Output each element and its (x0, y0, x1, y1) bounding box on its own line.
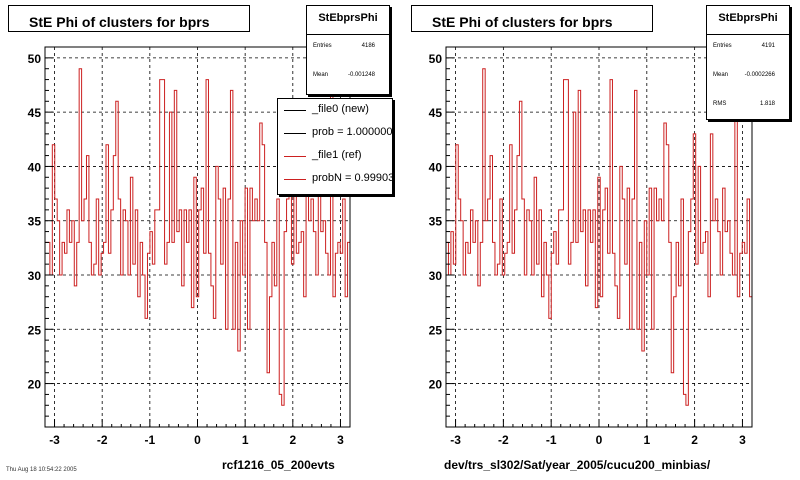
stats-value: -0.001248 (347, 72, 375, 78)
stats-label: RMS (713, 101, 727, 107)
x-tick-label: 2 (289, 433, 296, 447)
x-tick-label: -1 (546, 433, 557, 447)
legend-label: _file0 (new) (312, 103, 369, 115)
legend-label: probN = 0.999032 (312, 172, 393, 184)
x-tick-label: 0 (194, 433, 201, 447)
y-tick-label: 20 (28, 378, 42, 392)
stats-title: StEbprsPhi (707, 6, 789, 35)
legend-box: _file0 (new) prob = 1.000000 _file1 (ref… (277, 98, 393, 195)
legend-entry-prob: prob = 1.000000 (278, 122, 392, 144)
x-tick-label: -2 (498, 433, 509, 447)
footer-timestamp: Thu Aug 18 10:54:22 2005 (6, 467, 77, 473)
y-tick-label: 45 (429, 106, 443, 120)
y-tick-label: 25 (28, 323, 42, 337)
y-tick-label: 35 (28, 215, 42, 229)
stats-value: 4191 (761, 43, 775, 49)
x-tick-label: 3 (739, 433, 746, 447)
legend-entry-file0: _file0 (new) (278, 99, 392, 121)
legend-label: _file1 (ref) (312, 149, 362, 161)
stats-box-right: StEbprsPhi Entries 4191 Mean -0.0002266 … (706, 5, 790, 120)
y-tick-label: 30 (28, 269, 42, 283)
stats-value: 4186 (361, 43, 375, 49)
legend-swatch (284, 110, 306, 111)
legend-swatch (284, 133, 306, 134)
legend-entry-file1: _file1 (ref) (278, 145, 392, 167)
chart-title-left: StE Phi of clusters for bprs (8, 5, 250, 32)
stats-label: Entries (313, 43, 332, 49)
x-tick-label: 2 (691, 433, 698, 447)
x-tick-label: 1 (242, 433, 249, 447)
y-tick-label: 40 (429, 160, 443, 174)
legend-swatch (284, 156, 306, 157)
x-tick-label: 0 (596, 433, 603, 447)
stats-row-mean: Mean -0.0002266 (707, 64, 789, 93)
x-tick-label: -2 (97, 433, 108, 447)
stats-label: Mean (313, 72, 329, 78)
stats-label: Mean (713, 72, 729, 78)
stats-row-mean: Mean -0.001248 (307, 64, 389, 93)
x-tick-label: -1 (145, 433, 156, 447)
stats-row-entries: Entries 4191 (707, 35, 789, 64)
stats-value: 1.818 (759, 101, 775, 107)
legend-label: prob = 1.000000 (312, 126, 393, 138)
y-tick-label: 30 (429, 269, 443, 283)
x-caption-left: rcf1216_05_200evts (222, 458, 335, 472)
chart-title-right: StE Phi of clusters for bprs (411, 5, 653, 32)
y-tick-label: 20 (429, 378, 443, 392)
y-tick-label: 35 (429, 215, 443, 229)
x-tick-label: 3 (337, 433, 344, 447)
x-tick-label: -3 (450, 433, 461, 447)
stats-box-left: StEbprsPhi Entries 4186 Mean -0.001248 (306, 5, 390, 95)
stats-row-rms: RMS 1.818 (707, 93, 789, 122)
stats-value: -0.0002266 (744, 72, 775, 78)
stats-label: Entries (713, 43, 732, 49)
legend-entry-probn: probN = 0.999032 (278, 168, 392, 190)
x-tick-label: -3 (49, 433, 60, 447)
legend-swatch (284, 179, 306, 180)
x-tick-label: 1 (643, 433, 650, 447)
histogram-series-line (45, 68, 350, 406)
y-tick-label: 45 (28, 106, 42, 120)
x-caption-right: dev/trs_sl302/Sat/year_2005/cucu200_minb… (444, 458, 711, 472)
y-tick-label: 50 (429, 52, 443, 66)
histogram-series-line (446, 68, 752, 406)
y-tick-label: 50 (28, 52, 42, 66)
stats-title: StEbprsPhi (307, 6, 389, 35)
y-tick-label: 40 (28, 160, 42, 174)
stats-row-entries: Entries 4186 (307, 35, 389, 64)
y-tick-label: 25 (429, 323, 443, 337)
